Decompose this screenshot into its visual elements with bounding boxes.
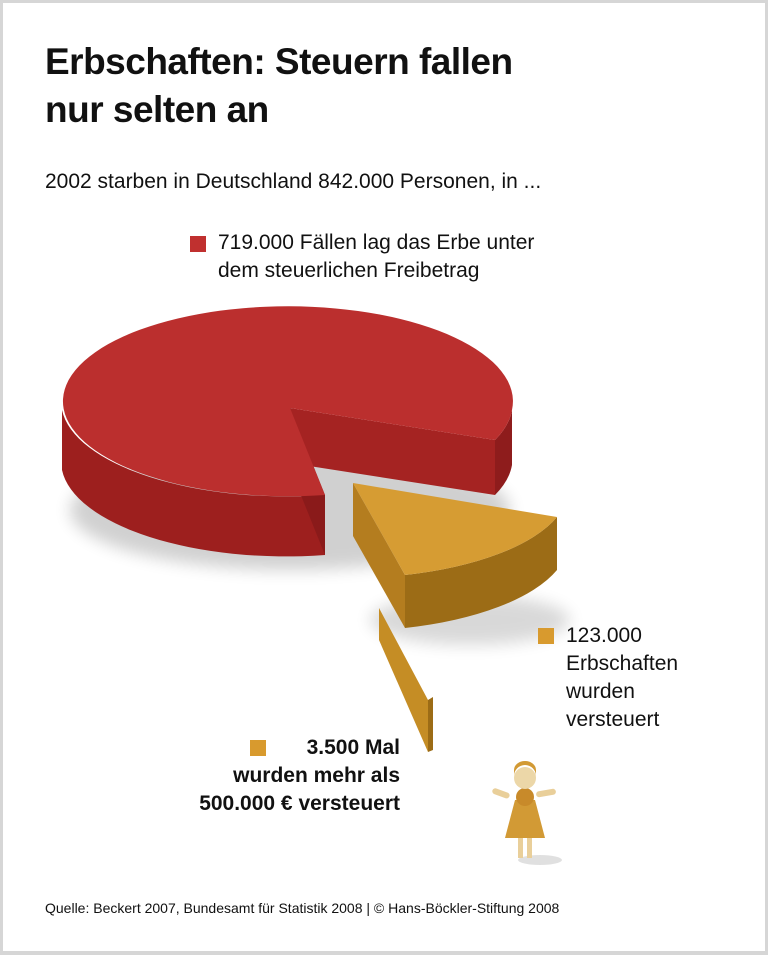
legend-text: dem steuerlichen Freibetrag — [218, 259, 480, 282]
legend-swatch-gold — [538, 628, 554, 644]
legend-text: versteuert — [566, 708, 660, 731]
legend-text: wurden — [566, 680, 635, 703]
legend-text: 3.500 Mal — [306, 736, 400, 759]
legend-over-500k: 3.500 Mal wurden mehr als 500.000 € vers… — [150, 734, 400, 818]
legend-text: 500.000 € versteuert — [199, 792, 400, 815]
person-figure-icon — [492, 761, 562, 865]
source-note: Quelle: Beckert 2007, Bundesamt für Stat… — [45, 900, 560, 916]
subtitle: 2002 starben in Deutschland 842.000 Pers… — [45, 170, 542, 193]
legend-below-allowance: 719.000 Fällen lag das Erbe unter dem st… — [190, 229, 535, 285]
legend-swatch-gold — [250, 740, 266, 756]
legend-taxed: 123.000 Erbschaften wurden versteuert — [538, 622, 679, 734]
legend-text: 719.000 Fällen lag das Erbe unter — [218, 231, 535, 254]
pie-slice-below-allowance — [62, 306, 513, 557]
legend-text: 123.000 — [566, 624, 642, 647]
legend-swatch-red — [190, 236, 206, 252]
pie-slice-over-500k — [379, 608, 433, 752]
legend-text: wurden mehr als — [233, 764, 400, 787]
title-line-1: Erbschaften: Steuern fallen — [45, 41, 513, 82]
pie-slice-taxed — [353, 483, 557, 628]
title-line-2: nur selten an — [45, 89, 269, 130]
legend-text: Erbschaften — [566, 652, 679, 675]
page-title: Erbschaften: Steuern fallen nur selten a… — [45, 38, 513, 134]
